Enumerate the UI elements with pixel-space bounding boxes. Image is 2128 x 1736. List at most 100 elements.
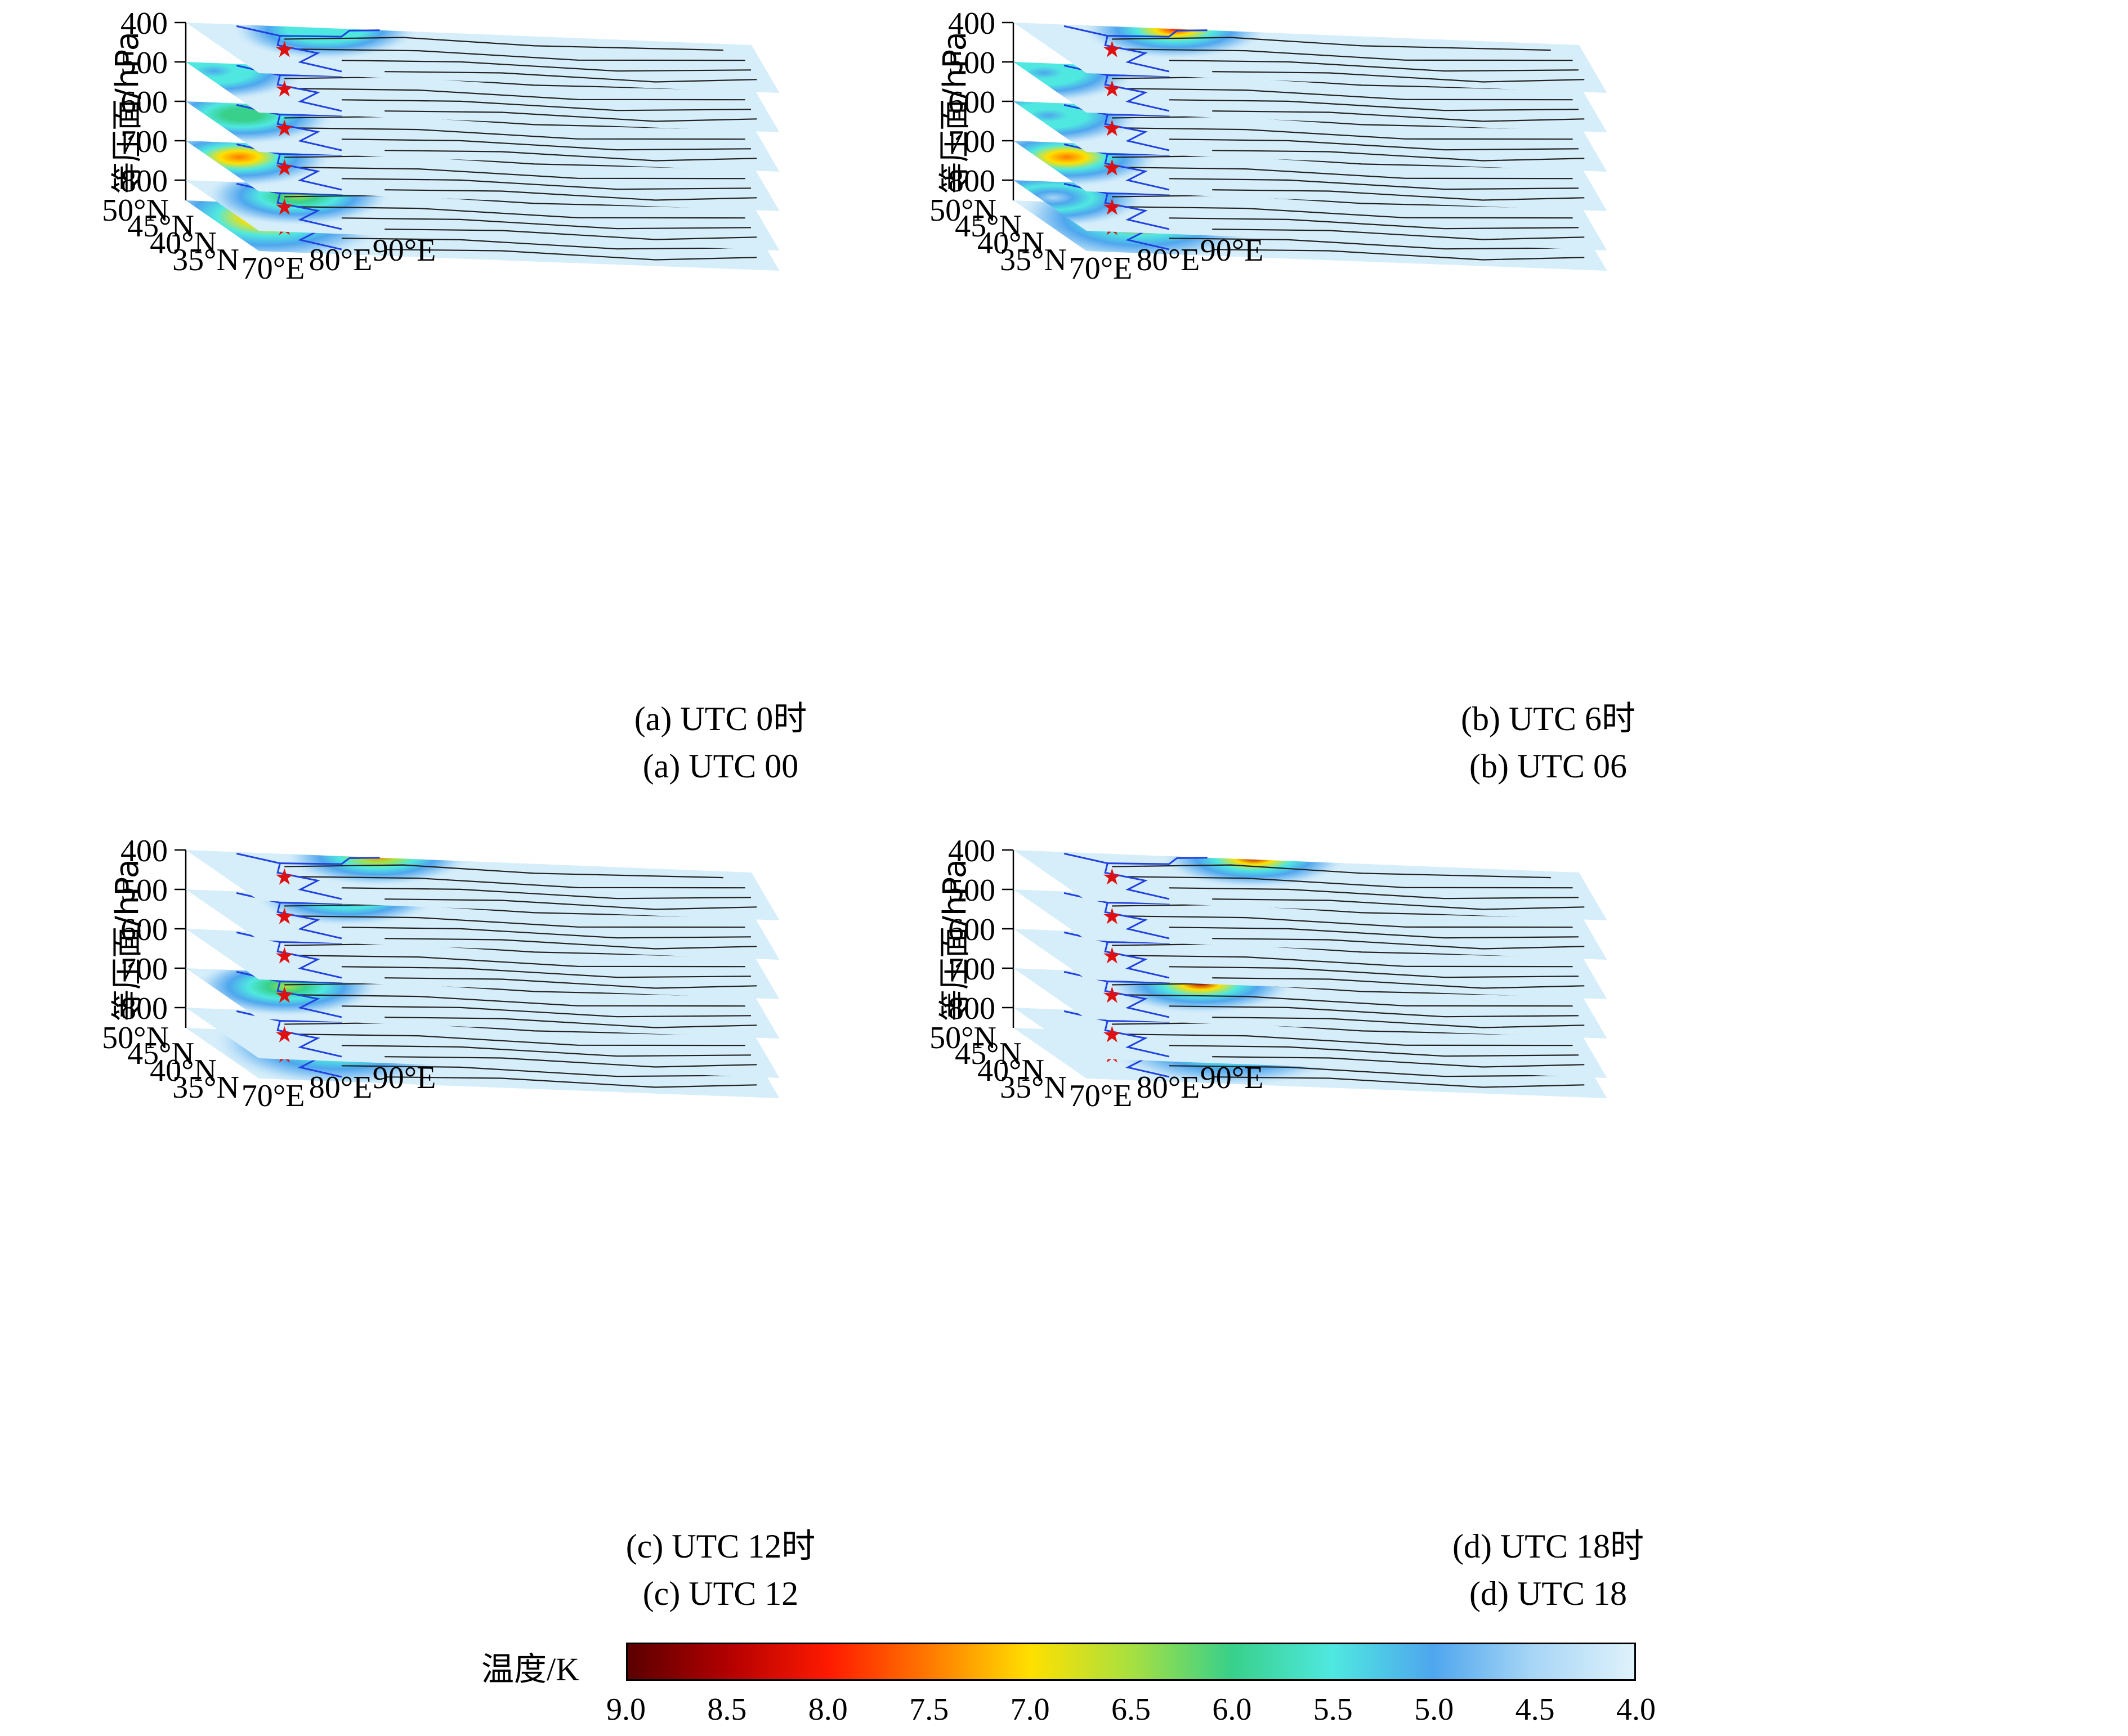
border-line-c-3-1 bbox=[297, 955, 745, 968]
site-star-c-5: ★ bbox=[274, 864, 294, 889]
caption-b: (b) UTC 6时 (b) UTC 06 bbox=[1239, 695, 1858, 790]
site-star-a-2: ★ bbox=[274, 155, 294, 180]
panel-d: ★★★★★★400500600700800等压面/hPa50°N45°N40°N… bbox=[828, 827, 1892, 1672]
anomaly-a-500-0 bbox=[186, 62, 310, 102]
lat-tick-b-3: 35°N bbox=[1000, 243, 1067, 278]
site-star-b-3: ★ bbox=[1102, 115, 1122, 141]
colorbar-tick-9: 4.5 bbox=[1515, 1692, 1555, 1727]
plane-surface-d-600 bbox=[1013, 929, 1607, 999]
level-tick-c-4: 800 bbox=[120, 991, 168, 1026]
level-tick-b-4: 800 bbox=[948, 164, 995, 199]
level-tick-a-3: 700 bbox=[120, 124, 168, 159]
border-line-c-2-3 bbox=[385, 1017, 757, 1028]
caption-b-cn: (b) UTC 6时 bbox=[1461, 700, 1635, 737]
lat-tick-a-0: 50°N bbox=[102, 193, 169, 228]
plane-surface-d-500 bbox=[1013, 889, 1607, 960]
plane-surface-d-800 bbox=[1013, 1008, 1607, 1078]
river-line-d-5-1 bbox=[1107, 857, 1208, 865]
border-line-c-4-3 bbox=[385, 938, 757, 950]
river-line-b-5-0 bbox=[1063, 25, 1170, 73]
border-line-d-2-1 bbox=[1125, 994, 1573, 1007]
site-star-c-4: ★ bbox=[274, 903, 294, 929]
anomaly-b-600-0 bbox=[1013, 101, 1145, 147]
border-line-d-1-2 bbox=[1169, 1045, 1579, 1057]
caption-a-cn: (a) UTC 0时 bbox=[634, 700, 807, 737]
border-line-d-3-3 bbox=[1212, 977, 1585, 989]
level-tick-c-2: 600 bbox=[120, 912, 168, 947]
lat-tick-c-2: 40°N bbox=[150, 1053, 217, 1088]
border-line-a-4-3 bbox=[385, 110, 757, 122]
border-line-b-1-3 bbox=[1212, 229, 1585, 240]
site-star-c-2: ★ bbox=[274, 982, 294, 1008]
lat-tick-b-0: 50°N bbox=[929, 193, 996, 228]
river-line-d-5-0 bbox=[1063, 852, 1170, 900]
plane-surface-d-400 bbox=[1013, 850, 1607, 920]
anomaly-b-500-0 bbox=[1013, 62, 1140, 104]
colorbar bbox=[626, 1643, 1636, 1681]
border-line-b-5-3 bbox=[1212, 71, 1585, 83]
lon-tick-b-2: 90°E bbox=[1200, 233, 1264, 268]
plane-a-400: ★ bbox=[186, 23, 780, 93]
lat-tick-d-0: 50°N bbox=[929, 1021, 996, 1055]
level-tick-b-1: 500 bbox=[948, 46, 995, 80]
border-line-a-3-3 bbox=[385, 150, 757, 162]
border-line-c-5-2 bbox=[341, 887, 752, 900]
border-line-b-0-3 bbox=[1212, 249, 1585, 261]
lon-tick-c-0: 70°E bbox=[242, 1079, 305, 1113]
caption-b-en: (b) UTC 06 bbox=[1469, 748, 1627, 785]
plane-c-800: ★ bbox=[186, 1008, 780, 1078]
border-line-a-5-3 bbox=[385, 71, 757, 83]
lon-tick-a-2: 90°E bbox=[373, 233, 436, 268]
plane-surface-b-500 bbox=[1013, 62, 1607, 132]
site-star-b-2: ★ bbox=[1102, 155, 1122, 180]
border-line-a-1-3 bbox=[385, 229, 757, 240]
border-line-b-3-1 bbox=[1125, 127, 1573, 140]
site-star-c-1: ★ bbox=[274, 1022, 294, 1047]
plane-surface-b-800 bbox=[1013, 180, 1607, 250]
river-line-c-5-0 bbox=[236, 852, 342, 900]
border-line-d-5-0 bbox=[1112, 864, 1551, 879]
border-line-a-3-1 bbox=[297, 127, 745, 140]
border-line-d-3-1 bbox=[1125, 955, 1573, 968]
river-line-c-5-1 bbox=[280, 857, 380, 865]
site-star-d-1: ★ bbox=[1102, 1022, 1122, 1047]
border-line-a-5-0 bbox=[284, 37, 723, 51]
chart-panel-d: ★★★★★★400500600700800等压面/hPa50°N45°N40°N… bbox=[929, 834, 1607, 1113]
border-line-b-0-2 bbox=[1169, 238, 1579, 250]
lon-tick-a-0: 70°E bbox=[242, 251, 305, 286]
border-line-b-4-1 bbox=[1125, 88, 1573, 101]
colorbar-tick-0: 9.0 bbox=[606, 1692, 646, 1727]
level-tick-b-0: 400 bbox=[948, 6, 995, 41]
lon-tick-d-0: 70°E bbox=[1069, 1079, 1133, 1113]
caption-d: (d) UTC 18时 (d) UTC 18 bbox=[1239, 1523, 1858, 1617]
level-tick-c-3: 700 bbox=[120, 952, 168, 987]
border-line-a-5-1 bbox=[297, 48, 745, 61]
plane-b-400: ★ bbox=[1013, 23, 1607, 93]
border-line-d-4-1 bbox=[1125, 915, 1573, 928]
site-star-d-4: ★ bbox=[1102, 903, 1122, 929]
border-line-d-4-2 bbox=[1169, 927, 1579, 939]
plane-d-500: ★ bbox=[1013, 889, 1607, 960]
colorbar-tick-2: 8.0 bbox=[808, 1692, 848, 1727]
border-line-a-5-2 bbox=[341, 60, 752, 72]
z-axis-label-a: 等压面/hPa bbox=[109, 32, 146, 194]
plane-surface-a-500 bbox=[186, 62, 780, 132]
border-line-c-0-2 bbox=[341, 1065, 752, 1077]
border-line-a-4-2 bbox=[341, 99, 752, 111]
z-axis-label-d: 等压面/hPa bbox=[937, 859, 973, 1021]
border-line-a-1-1 bbox=[297, 206, 745, 219]
border-line-d-5-2 bbox=[1169, 887, 1579, 900]
border-line-c-3-2 bbox=[341, 966, 752, 978]
border-line-d-2-2 bbox=[1169, 1005, 1579, 1018]
border-line-b-1-2 bbox=[1169, 217, 1579, 230]
site-star-d-5: ★ bbox=[1102, 864, 1122, 889]
level-tick-d-2: 600 bbox=[948, 912, 995, 947]
border-line-b-3-2 bbox=[1169, 138, 1579, 151]
caption-c-cn: (c) UTC 12时 bbox=[625, 1528, 816, 1565]
plane-surface-c-800 bbox=[186, 1008, 780, 1078]
plane-surface-c-600 bbox=[186, 929, 780, 999]
z-axis-label-b: 等压面/hPa bbox=[937, 32, 973, 194]
border-line-d-4-3 bbox=[1212, 938, 1585, 950]
border-line-c-3-3 bbox=[385, 977, 757, 989]
border-line-c-0-3 bbox=[385, 1076, 757, 1088]
